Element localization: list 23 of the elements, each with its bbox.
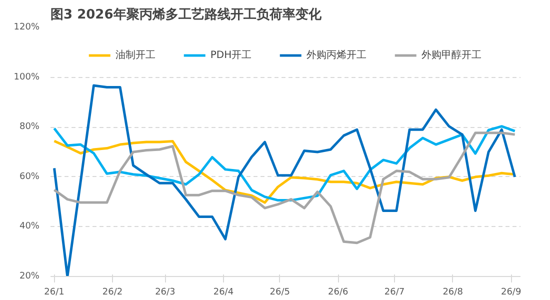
y-tick-label: 60%: [19, 172, 40, 182]
x-tick-label: 26/3: [155, 288, 176, 298]
legend-label: 外购甲醇开工: [422, 48, 482, 62]
x-tick-label: 26/6: [328, 288, 349, 298]
line-series: [53, 84, 516, 276]
x-tick-label: 26/2: [102, 288, 123, 298]
x-tick-label: 26/5: [270, 288, 290, 298]
legend-label: 外购丙烯开工: [306, 48, 367, 62]
chart-title: 图3 2026年聚丙烯多工艺路线开工负荷率变化: [50, 6, 322, 22]
y-tick-label: 40%: [19, 222, 40, 232]
x-tick-label: 26/7: [384, 288, 405, 298]
line-series: [53, 125, 516, 202]
line-series: [53, 132, 516, 244]
x-tick-label: 26/1: [44, 288, 64, 298]
y-tick-label: 20%: [19, 272, 40, 282]
x-tick-label: 26/8: [442, 288, 464, 298]
y-tick-label: 120%: [14, 22, 40, 32]
legend-label: 油制开工: [115, 48, 156, 62]
x-tick-label: 26/9: [500, 288, 522, 298]
y-tick-label: 100%: [14, 72, 40, 82]
y-tick-label: 80%: [19, 122, 40, 132]
x-tick-label: 26/4: [213, 288, 234, 298]
legend-label: PDH开工: [210, 49, 252, 62]
